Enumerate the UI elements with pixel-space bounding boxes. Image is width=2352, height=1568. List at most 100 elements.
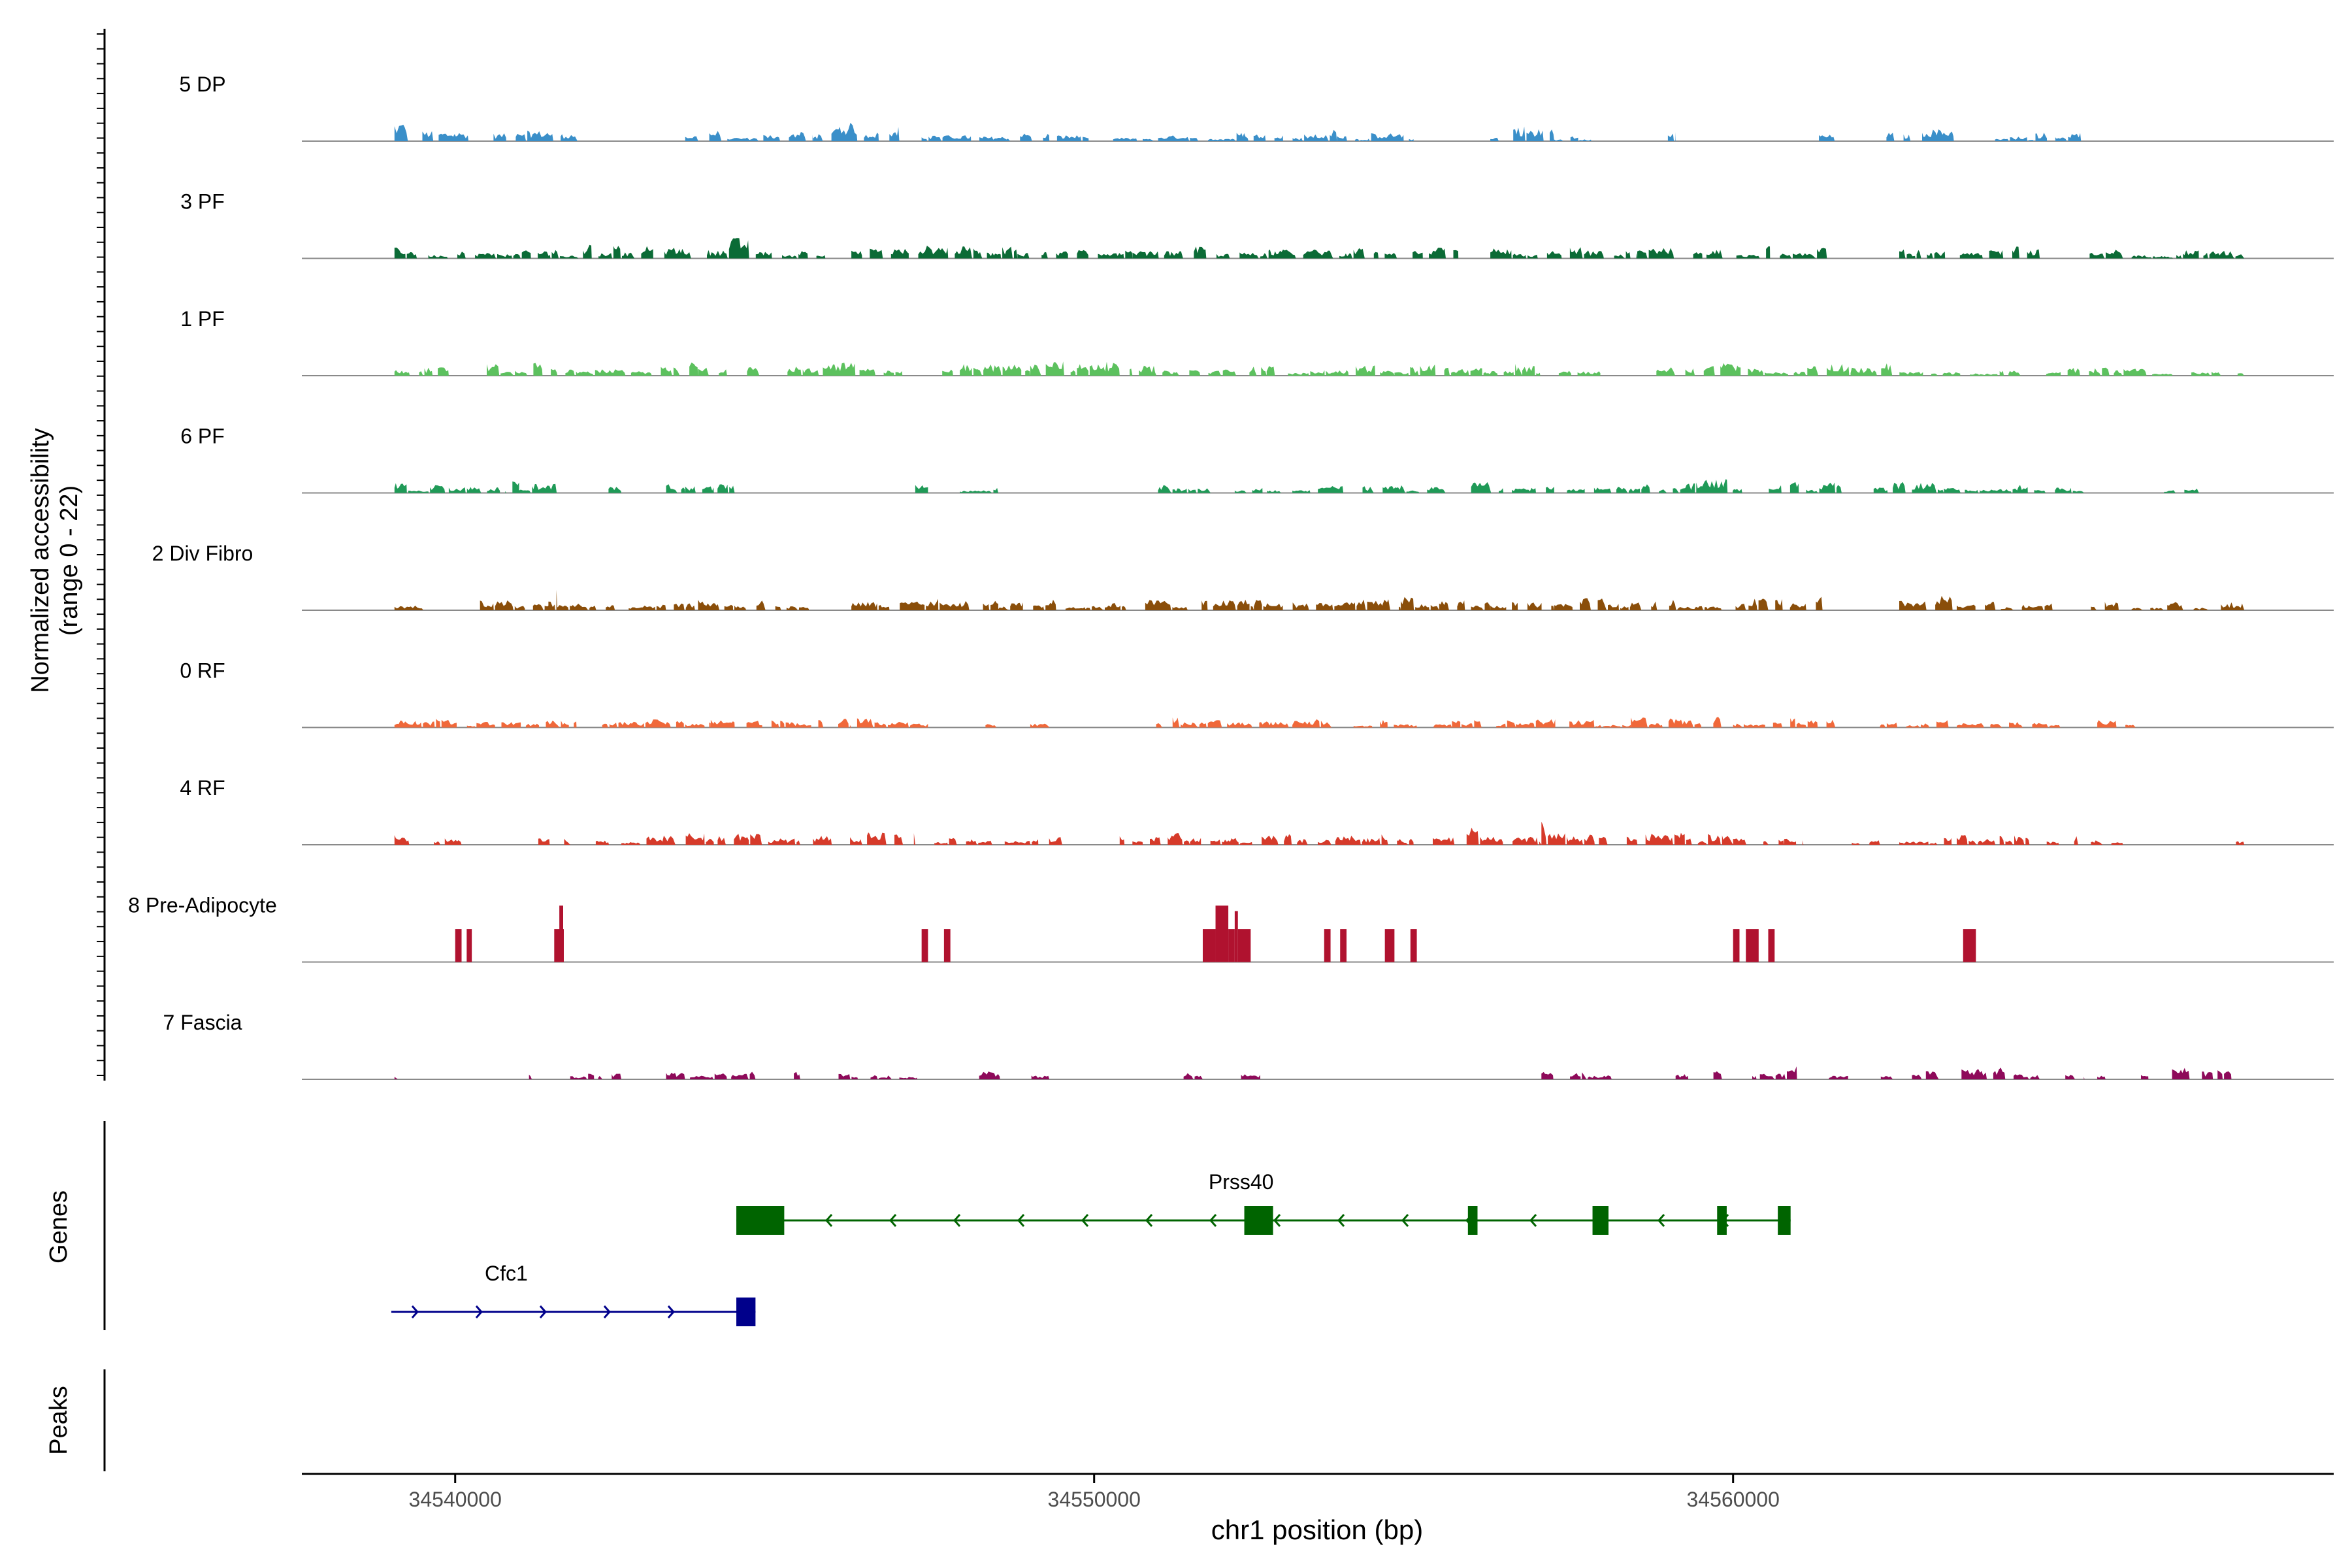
coverage-area (1957, 835, 2078, 845)
coverage-area (1713, 1071, 1722, 1079)
coverage-area (548, 589, 558, 610)
exon (736, 1298, 756, 1326)
coverage-area (1957, 602, 2053, 610)
coverage-area (2141, 1075, 2149, 1079)
track-label: 4 RF (180, 776, 225, 800)
coverage-area (2065, 1075, 2085, 1079)
exon (1778, 1206, 1791, 1235)
coverage-area (1829, 1075, 1848, 1079)
exon (736, 1206, 785, 1235)
coverage-area (1912, 1068, 2040, 1079)
track-label: 3 PF (180, 190, 225, 214)
coverage-area (519, 483, 557, 493)
gene: Cfc1 (391, 1262, 756, 1326)
coverage-area (1353, 720, 1452, 728)
track-label: 1 PF (180, 307, 225, 331)
coverage-area (480, 600, 615, 610)
coverage-area (813, 122, 900, 141)
coverage-area (685, 131, 813, 141)
strand-arrow (603, 1305, 611, 1318)
coverage-area (1819, 135, 1835, 141)
coverage-area (787, 363, 903, 376)
track-panel: 5 DP 3 PF 1 PF 6 PF 2 Div Fibro 0 RF 4 RF 8 Pre… (128, 73, 2334, 1080)
coverage-area (448, 487, 506, 493)
x-tick-label: 34560000 (1687, 1488, 1780, 1511)
coverage-area (1254, 599, 1401, 610)
track-label: 8 Pre-Adipocyte (128, 894, 277, 917)
coverage-area (870, 1075, 917, 1079)
coverage-area (1886, 129, 1954, 141)
gene-label: Prss40 (1209, 1170, 1274, 1194)
coverage-area (1119, 833, 1190, 845)
gene-label: Cfc1 (485, 1262, 528, 1285)
coverage-area (2097, 1075, 2106, 1079)
coverage-area (1752, 1066, 1797, 1079)
coverage-area (2236, 841, 2245, 845)
strand-arrow (1529, 1214, 1537, 1227)
coverage-area (394, 606, 423, 610)
x-axis-title: chr1 position (bp) (1211, 1514, 1424, 1545)
coverage-area (1580, 598, 1658, 610)
coverage-area (1490, 602, 1554, 610)
coverage-area (1541, 821, 1595, 845)
coverage-area (1880, 1076, 1893, 1079)
coverage-area (1912, 483, 1944, 493)
exon (1592, 1206, 1609, 1235)
coverage-area (1056, 135, 1190, 141)
coverage-area (1669, 600, 1746, 610)
strand-arrow (1209, 1214, 1217, 1227)
coverage-area (529, 1074, 532, 1079)
coverage-area (851, 246, 1018, 259)
coverage-area (434, 838, 462, 845)
coverage-area (1132, 246, 1259, 259)
coverage-area (1667, 132, 1676, 141)
coverage-area (1139, 365, 1267, 376)
coverage-area (1227, 719, 1332, 728)
coverage-area (2172, 1068, 2232, 1079)
coverage-area (1490, 247, 1637, 259)
y-axis-title-line1: Normalized accessibility (27, 428, 54, 693)
coverage-area (813, 832, 915, 845)
coverage-area (394, 1077, 398, 1079)
coverage-area (1031, 1075, 1050, 1079)
coverage-area (851, 598, 998, 610)
track: 0 RF (180, 659, 2334, 728)
coverage-area (1957, 722, 2061, 728)
track: 7 Fascia (163, 1011, 2334, 1080)
strand-arrow (1081, 1214, 1089, 1227)
coverage-area (1452, 720, 1516, 728)
strand-arrow (953, 1214, 961, 1227)
track-label: 2 Div Fibro (152, 542, 253, 565)
strand-arrow (825, 1214, 833, 1227)
coverage-area (1899, 246, 2040, 259)
strand-arrow (667, 1305, 675, 1318)
coverage-area (1004, 837, 1062, 845)
coverage-area (1631, 717, 1722, 728)
strand-arrow (889, 1214, 897, 1227)
coverage-area (666, 1071, 756, 1079)
strand-arrow (475, 1305, 483, 1318)
coverage-block (1340, 929, 1347, 962)
coverage-area (1675, 1074, 1689, 1079)
coverage-area (1439, 600, 1491, 610)
coverage-area (1516, 719, 1631, 728)
coverage-area (394, 719, 577, 728)
coverage-area (1522, 366, 1601, 376)
coverage-area (1852, 840, 1880, 845)
coverage-block (1384, 929, 1395, 962)
coverage-area (583, 244, 653, 259)
strand-arrow (1017, 1214, 1025, 1227)
genes-panel-title: Genes (45, 1190, 73, 1264)
strand-arrow (539, 1305, 547, 1318)
coverage-block (1963, 929, 1976, 962)
y-axis-title-line2: (range 0 - 22) (56, 485, 83, 636)
coverage-block (1410, 929, 1417, 962)
coverage-area (394, 367, 449, 376)
coverage-block (1202, 929, 1216, 962)
coverage-area (1030, 723, 1050, 728)
coverage-area (602, 719, 711, 728)
coverage-area (685, 484, 735, 493)
track-label: 0 RF (180, 659, 225, 683)
coverage-area (1190, 129, 1337, 141)
